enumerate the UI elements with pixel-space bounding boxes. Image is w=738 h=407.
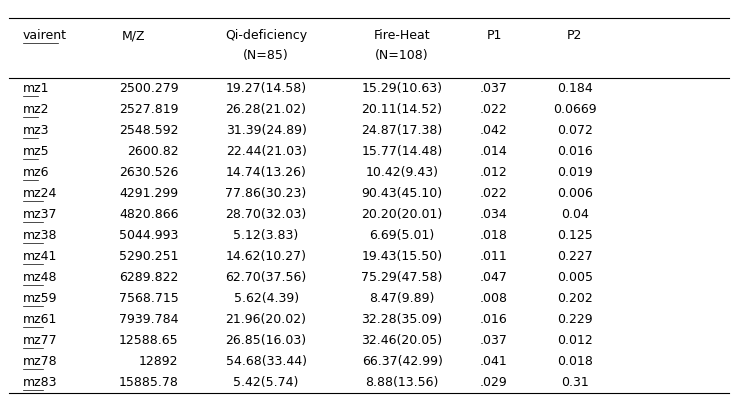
- Text: Fire-Heat: Fire-Heat: [373, 29, 430, 42]
- Text: 7939.784: 7939.784: [119, 313, 179, 326]
- Text: 24.87(17.38): 24.87(17.38): [362, 124, 443, 137]
- Text: 4291.299: 4291.299: [120, 187, 179, 200]
- Text: .011: .011: [480, 250, 508, 263]
- Text: 5.42(5.74): 5.42(5.74): [233, 376, 299, 389]
- Text: .008: .008: [480, 292, 508, 305]
- Text: 19.27(14.58): 19.27(14.58): [226, 82, 306, 95]
- Text: 32.28(35.09): 32.28(35.09): [362, 313, 443, 326]
- Text: .018: .018: [480, 229, 508, 242]
- Text: 0.016: 0.016: [557, 145, 593, 158]
- Text: .041: .041: [480, 355, 508, 368]
- Text: 0.012: 0.012: [557, 335, 593, 348]
- Text: 19.43(15.50): 19.43(15.50): [362, 250, 443, 263]
- Text: mz5: mz5: [23, 145, 49, 158]
- Text: P2: P2: [568, 29, 582, 42]
- Text: 14.74(13.26): 14.74(13.26): [226, 166, 306, 179]
- Text: .014: .014: [480, 145, 508, 158]
- Text: 20.11(14.52): 20.11(14.52): [362, 103, 443, 116]
- Text: 0.202: 0.202: [557, 292, 593, 305]
- Text: 0.229: 0.229: [557, 313, 593, 326]
- Text: 0.072: 0.072: [557, 124, 593, 137]
- Text: 7568.715: 7568.715: [119, 292, 179, 305]
- Text: mz1: mz1: [23, 82, 49, 95]
- Text: 0.184: 0.184: [557, 82, 593, 95]
- Text: .047: .047: [480, 271, 508, 284]
- Text: 90.43(45.10): 90.43(45.10): [362, 187, 443, 200]
- Text: 15.29(10.63): 15.29(10.63): [362, 82, 443, 95]
- Text: mz41: mz41: [23, 250, 57, 263]
- Text: 0.006: 0.006: [557, 187, 593, 200]
- Text: .016: .016: [480, 313, 508, 326]
- Text: mz48: mz48: [23, 271, 58, 284]
- Text: 54.68(33.44): 54.68(33.44): [226, 355, 306, 368]
- Text: 26.85(16.03): 26.85(16.03): [226, 335, 306, 348]
- Text: 22.44(21.03): 22.44(21.03): [226, 145, 306, 158]
- Text: 75.29(47.58): 75.29(47.58): [362, 271, 443, 284]
- Text: 6289.822: 6289.822: [120, 271, 179, 284]
- Text: (N=108): (N=108): [375, 50, 429, 62]
- Text: 77.86(30.23): 77.86(30.23): [225, 187, 307, 200]
- Text: mz78: mz78: [23, 355, 58, 368]
- Text: 32.46(20.05): 32.46(20.05): [362, 335, 443, 348]
- Text: 66.37(42.99): 66.37(42.99): [362, 355, 443, 368]
- Text: 2600.82: 2600.82: [127, 145, 179, 158]
- Text: .037: .037: [480, 335, 508, 348]
- Text: M/Z: M/Z: [122, 29, 145, 42]
- Text: 62.70(37.56): 62.70(37.56): [225, 271, 307, 284]
- Text: 2630.526: 2630.526: [120, 166, 179, 179]
- Text: 15885.78: 15885.78: [119, 376, 179, 389]
- Text: mz61: mz61: [23, 313, 57, 326]
- Text: 4820.866: 4820.866: [119, 208, 179, 221]
- Text: (N=85): (N=85): [244, 50, 289, 62]
- Text: 0.04: 0.04: [561, 208, 589, 221]
- Text: 5290.251: 5290.251: [119, 250, 179, 263]
- Text: 8.47(9.89): 8.47(9.89): [370, 292, 435, 305]
- Text: 28.70(32.03): 28.70(32.03): [225, 208, 307, 221]
- Text: 6.69(5.01): 6.69(5.01): [370, 229, 435, 242]
- Text: 0.125: 0.125: [557, 229, 593, 242]
- Text: mz59: mz59: [23, 292, 58, 305]
- Text: 12892: 12892: [139, 355, 179, 368]
- Text: 2548.592: 2548.592: [119, 124, 179, 137]
- Text: 8.88(13.56): 8.88(13.56): [365, 376, 439, 389]
- Text: 14.62(10.27): 14.62(10.27): [226, 250, 306, 263]
- Text: .022: .022: [480, 103, 508, 116]
- Text: vairent: vairent: [23, 29, 66, 42]
- Text: 20.20(20.01): 20.20(20.01): [362, 208, 443, 221]
- Text: mz83: mz83: [23, 376, 58, 389]
- Text: 2500.279: 2500.279: [119, 82, 179, 95]
- Text: mz24: mz24: [23, 187, 57, 200]
- Text: 15.77(14.48): 15.77(14.48): [362, 145, 443, 158]
- Text: mz77: mz77: [23, 335, 58, 348]
- Text: Qi-deficiency: Qi-deficiency: [225, 29, 307, 42]
- Text: 5.62(4.39): 5.62(4.39): [233, 292, 299, 305]
- Text: 26.28(21.02): 26.28(21.02): [226, 103, 306, 116]
- Text: 0.019: 0.019: [557, 166, 593, 179]
- Text: 0.31: 0.31: [561, 376, 589, 389]
- Text: 12588.65: 12588.65: [119, 335, 179, 348]
- Text: 10.42(9.43): 10.42(9.43): [365, 166, 438, 179]
- Text: .034: .034: [480, 208, 508, 221]
- Text: .029: .029: [480, 376, 508, 389]
- Text: .022: .022: [480, 187, 508, 200]
- Text: .037: .037: [480, 82, 508, 95]
- Text: mz6: mz6: [23, 166, 49, 179]
- Text: mz38: mz38: [23, 229, 58, 242]
- Text: 0.227: 0.227: [557, 250, 593, 263]
- Text: mz3: mz3: [23, 124, 49, 137]
- Text: 0.005: 0.005: [557, 271, 593, 284]
- Text: .042: .042: [480, 124, 508, 137]
- Text: 0.0669: 0.0669: [553, 103, 597, 116]
- Text: P1: P1: [486, 29, 502, 42]
- Text: .012: .012: [480, 166, 508, 179]
- Text: 2527.819: 2527.819: [119, 103, 179, 116]
- Text: mz37: mz37: [23, 208, 58, 221]
- Text: 21.96(20.02): 21.96(20.02): [226, 313, 306, 326]
- Text: mz2: mz2: [23, 103, 49, 116]
- Text: 5044.993: 5044.993: [120, 229, 179, 242]
- Text: 31.39(24.89): 31.39(24.89): [226, 124, 306, 137]
- Text: 5.12(3.83): 5.12(3.83): [233, 229, 299, 242]
- Text: 0.018: 0.018: [557, 355, 593, 368]
